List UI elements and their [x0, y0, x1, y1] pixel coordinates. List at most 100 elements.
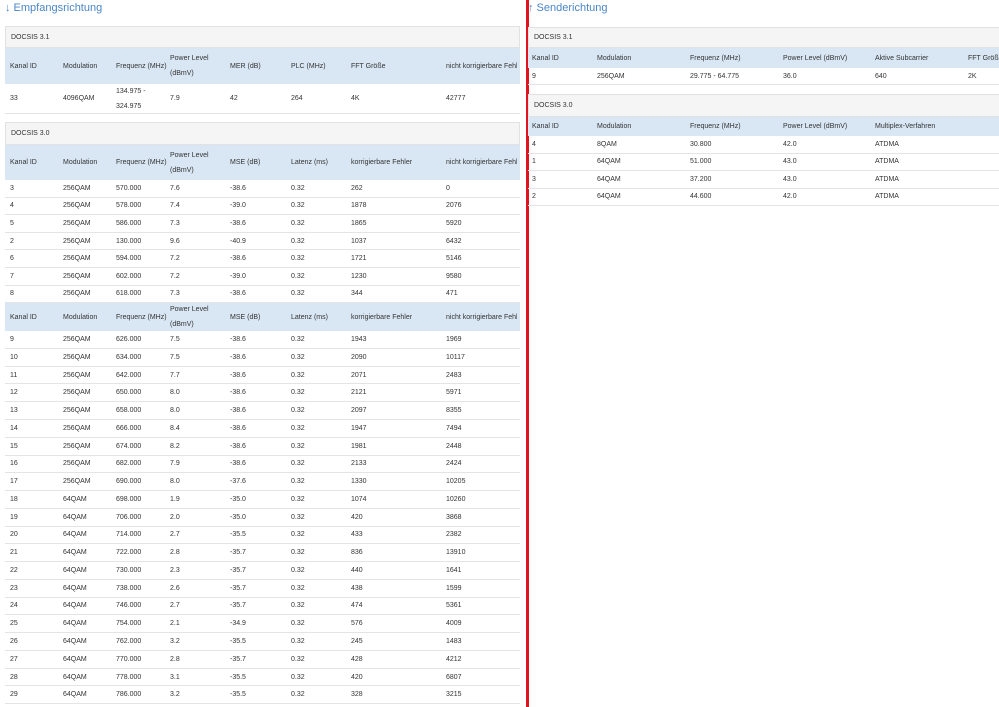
table-cell: 0.32	[291, 602, 305, 610]
table-cell: 474	[351, 602, 363, 610]
table-cell: 262	[351, 184, 363, 192]
table-cell: 836	[351, 549, 363, 557]
table-cell: -38.6	[230, 460, 246, 468]
table-cell: 8.2	[170, 442, 180, 450]
table-cell: 0.32	[291, 389, 305, 397]
table-cell: 1947	[351, 424, 367, 432]
table-cell: 13910	[446, 549, 466, 557]
table-cell: -35.7	[230, 655, 246, 663]
table-cell: ATDMA	[875, 140, 899, 148]
table-cell: 42777	[446, 95, 466, 102]
table-cell: 7	[10, 272, 14, 280]
table-cell: 0.32	[291, 255, 305, 263]
table-cell: 1037	[351, 237, 367, 245]
table-cell: 690.000	[116, 478, 142, 486]
table-cell: 64QAM	[63, 531, 87, 539]
table-cell: -38.6	[230, 290, 246, 298]
table-cell: 618.000	[116, 290, 142, 298]
column-header: FFT Größe	[351, 62, 386, 70]
table-row: 24 64QAM 746.000 2.7 -35.7 0.32 474 5361	[5, 598, 520, 616]
table-cell: 0.32	[291, 691, 305, 699]
table-header: Kanal ID Modulation Frequenz (MHz) Power Le…	[5, 48, 520, 84]
table-cell: -35.5	[230, 637, 246, 645]
table-row: 11 256QAM 642.000 7.7 -38.6 0.32 2071 2483	[5, 367, 520, 385]
table-cell: 8.0	[170, 407, 180, 415]
table-cell: 7.9	[170, 95, 180, 102]
table-cell: 682.000	[116, 460, 142, 468]
table-cell: 762.000	[116, 637, 142, 645]
table-cell: 0.32	[291, 460, 305, 468]
table-cell: 0.32	[291, 584, 305, 592]
table-header: Kanal ID Modulation Frequenz (MHz) Power Le…	[5, 303, 520, 332]
table-cell: -38.6	[230, 255, 246, 263]
table-cell: 420	[351, 513, 363, 521]
table-header: Kanal ID Modulation Frequenz (MHz) Power Le…	[528, 117, 999, 136]
column-header: Frequenz (MHz)	[116, 313, 167, 321]
table-cell: 754.000	[116, 620, 142, 628]
table-cell: 256QAM	[63, 255, 91, 263]
table-cell: 23	[10, 584, 18, 592]
table-cell: 0.32	[291, 655, 305, 663]
table-cell: 7.4	[170, 202, 180, 210]
table-cell: 2133	[351, 460, 367, 468]
table-cell: 0.32	[291, 495, 305, 503]
table-cell: 30.800	[690, 140, 712, 148]
column-header: nicht korrigierbare Fehler	[446, 62, 517, 70]
table-cell: 13	[10, 407, 18, 415]
table-row: 12 256QAM 650.000 8.0 -38.6 0.32 2121 5971	[5, 384, 520, 403]
column-header: PLC (MHz)	[291, 62, 326, 70]
section-label: DOCSIS 3.1	[5, 26, 520, 48]
table-cell: 626.000	[116, 336, 142, 344]
column-header: MSE (dB)	[230, 313, 261, 321]
table-cell: 0.32	[291, 237, 305, 245]
table-cell: 5971	[446, 389, 462, 397]
column-header: Kanal ID	[532, 123, 559, 130]
table-cell: -35.7	[230, 549, 246, 557]
table-cell: 256QAM	[63, 407, 91, 415]
table-cell: -40.9	[230, 237, 246, 245]
table-cell: 786.000	[116, 691, 142, 699]
table-row: 18 64QAM 698.000 1.9 -35.0 0.32 1074 10260	[5, 491, 520, 509]
table-cell: 19	[10, 513, 18, 521]
table-cell: 2.8	[170, 655, 180, 663]
table-cell: 8.0	[170, 389, 180, 397]
table-cell: 2483	[446, 371, 462, 379]
table-cell: 27	[10, 655, 18, 663]
table-cell: 130.000	[116, 237, 142, 245]
table-row: 26 64QAM 762.000 3.2 -35.5 0.32 245 1483	[5, 633, 520, 651]
table-cell: 0.32	[291, 673, 305, 681]
table-row: 13 256QAM 658.000 8.0 -38.6 0.32 2097 8355	[5, 402, 520, 420]
column-header: Modulation	[597, 123, 632, 130]
table-cell: 256QAM	[63, 389, 91, 397]
table-cell: 576	[351, 620, 363, 628]
table-cell: 256QAM	[63, 184, 91, 192]
table-cell: -35.5	[230, 673, 246, 681]
table-cell: -35.5	[230, 531, 246, 539]
table-cell: 18	[10, 495, 18, 503]
table-row: 23 64QAM 738.000 2.6 -35.7 0.32 438 1599	[5, 580, 520, 598]
table-cell: 0.32	[291, 424, 305, 432]
column-header: Kanal ID	[10, 159, 37, 166]
table-cell: 1599	[446, 584, 462, 592]
section-title: ↓ Empfangsrichtung	[5, 2, 103, 14]
section-label: DOCSIS 3.0	[5, 122, 520, 145]
table-cell: 37.200	[690, 175, 712, 183]
table-cell: 2.8	[170, 549, 180, 557]
column-header: Aktive Subcarrier	[875, 54, 929, 62]
table-cell: 42.0	[783, 193, 797, 201]
table-cell: 245	[351, 637, 363, 645]
column-header: Power Level (dBmV)	[783, 54, 848, 62]
table-cell: 64QAM	[597, 193, 621, 201]
table-cell: 420	[351, 673, 363, 681]
table-cell: 6	[10, 255, 14, 263]
table-cell: -34.9	[230, 620, 246, 628]
table-cell: 7.9	[170, 460, 180, 468]
table-cell: 10205	[446, 478, 466, 486]
table-cell: 746.000	[116, 602, 142, 610]
table-cell: 256QAM	[63, 353, 91, 361]
table-cell: 1483	[446, 637, 462, 645]
table-cell: 22	[10, 566, 18, 574]
table-row: 7 256QAM 602.000 7.2 -39.0 0.32 1230 9580	[5, 268, 520, 286]
table-cell: 428	[351, 655, 363, 663]
table-cell: 256QAM	[63, 237, 91, 245]
